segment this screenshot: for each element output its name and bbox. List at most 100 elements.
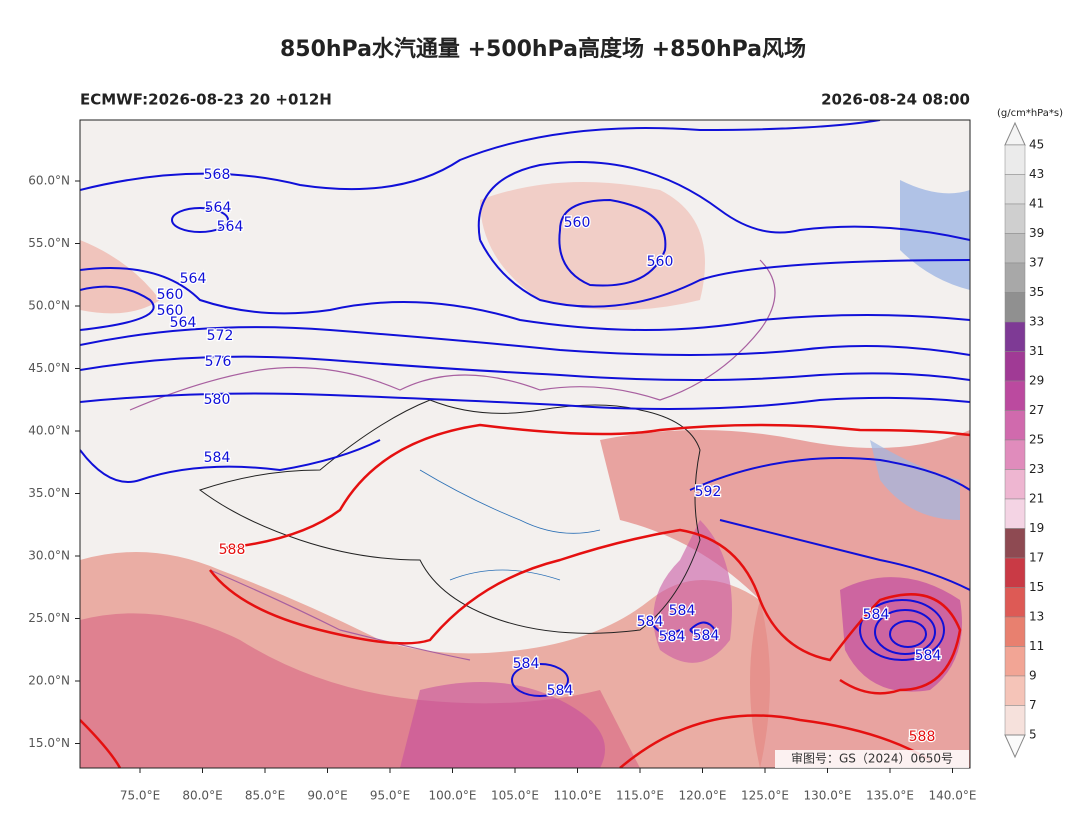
water	[870, 440, 960, 520]
colorbar-label: 13	[1029, 610, 1044, 624]
colorbar-segment	[1004, 380, 1026, 411]
contour-label: 584	[204, 450, 231, 466]
lat-label: 60.0°N	[28, 174, 70, 188]
dynamic-layer: 60.0°N 55.0°N 50.0°N 45.0°N 40.0°N 35.0°N 30.0…	[28, 121, 1044, 803]
contour-label: 568	[204, 167, 231, 183]
colorbar-segment	[1004, 528, 1026, 559]
lat-label: 20.0°N	[28, 674, 70, 688]
contour-label: 584	[547, 683, 574, 699]
colorbar-label: 39	[1029, 226, 1044, 240]
contour-label: 564	[170, 315, 197, 331]
colorbar-label: 45	[1029, 138, 1044, 152]
colorbar-label: 29	[1029, 374, 1044, 388]
colorbar-segment	[1004, 351, 1026, 382]
colorbar-label: 37	[1029, 256, 1044, 270]
contour-label: 584	[659, 629, 686, 645]
lon-label: 95.0°E	[370, 789, 410, 803]
colorbar-label: 25	[1029, 433, 1044, 447]
lat-label: 40.0°N	[28, 424, 70, 438]
contour-label: 564	[217, 219, 244, 235]
colorbar-label: 23	[1029, 462, 1044, 476]
contour-label: 584	[863, 607, 890, 623]
colorbar-label: 33	[1029, 315, 1044, 329]
contour-label: 584	[669, 603, 696, 619]
lon-label: 130.0°E	[804, 789, 852, 803]
colorbar-segment	[1004, 203, 1026, 234]
contour-label: 588	[909, 729, 936, 745]
colorbar-segment	[1004, 292, 1026, 323]
contour-label: 560	[564, 215, 591, 231]
title: 850hPa水汽通量 +500hPa高度场 +850hPa风场	[280, 36, 806, 62]
contour-label: 584	[513, 656, 540, 672]
map-area	[80, 120, 970, 768]
colorbar-label: 11	[1029, 639, 1044, 653]
valid-time: 2026-08-24 08:00	[821, 91, 970, 109]
colorbar-segment	[1004, 498, 1026, 529]
lon-label: 120.0°E	[679, 789, 727, 803]
colorbar-segment	[1004, 174, 1026, 205]
colorbar-extend-bottom	[1004, 734, 1026, 759]
approval-box	[775, 750, 969, 768]
lat-label: 15.0°N	[28, 736, 70, 750]
colorbar-label: 7	[1029, 698, 1037, 712]
colorbar-segment	[1004, 321, 1026, 352]
colorbar-label: 5	[1029, 728, 1037, 742]
lon-label: 115.0°E	[616, 789, 664, 803]
colorbar-segment	[1004, 616, 1026, 647]
contour-label: 564	[205, 200, 232, 216]
lon-label: 140.0°E	[929, 789, 977, 803]
colorbar-label: 15	[1029, 580, 1044, 594]
lat-label: 35.0°N	[28, 486, 70, 500]
lon-label: 75.0°E	[120, 789, 160, 803]
lon-label: 100.0°E	[429, 789, 477, 803]
contour-label: 572	[207, 328, 234, 344]
lat-label: 55.0°N	[28, 236, 70, 250]
colorbar-label: 31	[1029, 344, 1044, 358]
contour-label: 584	[693, 628, 720, 644]
colorbar-segment	[1004, 705, 1026, 736]
colorbar-segment	[1004, 557, 1026, 588]
height-contours	[80, 120, 970, 697]
typhoon-moisture	[840, 577, 962, 692]
lon-label: 85.0°E	[245, 789, 285, 803]
lat-label: 50.0°N	[28, 299, 70, 313]
colorbar-segment	[1004, 144, 1026, 175]
national-border	[129, 259, 776, 411]
lat-label: 30.0°N	[28, 549, 70, 563]
contour-label: 560	[647, 254, 674, 270]
colorbar-segment	[1004, 587, 1026, 618]
contour-label: 584	[637, 614, 664, 630]
river	[419, 469, 601, 581]
colorbar-unit: (g/cm*hPa*s)	[997, 108, 1063, 119]
lon-label: 90.0°E	[307, 789, 347, 803]
colorbar-label: 19	[1029, 521, 1044, 535]
colorbar-segment	[1004, 233, 1026, 264]
lat-label: 25.0°N	[28, 611, 70, 625]
colorbar-segment	[1004, 410, 1026, 441]
moisture-core	[400, 682, 605, 768]
approval-number: 审图号：GS（2024）0650号	[791, 751, 953, 766]
contour-label: 560	[157, 287, 184, 303]
run-info: ECMWF:2026-08-23 20 +012H	[80, 91, 332, 109]
contour-label: 580	[204, 392, 231, 408]
lon-label: 125.0°E	[741, 789, 789, 803]
contour-label: 560	[157, 303, 184, 319]
colorbar-label: 21	[1029, 492, 1044, 506]
colorbar-segment	[1004, 646, 1026, 677]
lon-label: 110.0°E	[554, 789, 602, 803]
province-border	[198, 399, 701, 634]
lon-label: 80.0°E	[182, 789, 222, 803]
colorbar-label: 35	[1029, 285, 1044, 299]
contour-label: 576	[205, 354, 232, 370]
contour-label: 584	[915, 648, 942, 664]
lon-label: 135.0°E	[866, 789, 914, 803]
colorbar-segment	[1004, 469, 1026, 500]
colorbar-label: 9	[1029, 669, 1037, 683]
map-frame	[79, 119, 971, 769]
colorbar-label: 43	[1029, 167, 1044, 181]
colorbar-segment	[1004, 675, 1026, 706]
lat-label: 45.0°N	[28, 361, 70, 375]
contour-label: 564	[180, 271, 207, 287]
colorbar-segment	[1004, 262, 1026, 293]
